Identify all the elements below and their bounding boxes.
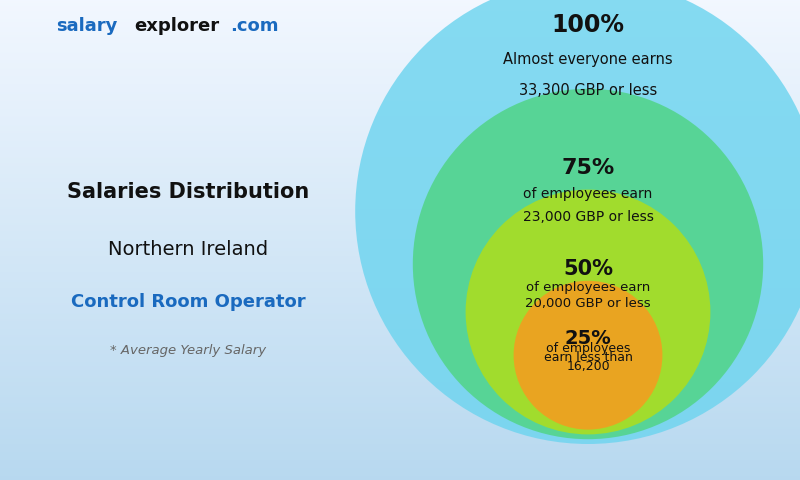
Text: 16,200: 16,200 xyxy=(566,360,610,373)
Text: 33,300 GBP or less: 33,300 GBP or less xyxy=(519,83,657,97)
Text: Northern Ireland: Northern Ireland xyxy=(108,240,268,259)
Circle shape xyxy=(413,89,763,439)
Text: .com: .com xyxy=(230,17,279,36)
Text: 23,000 GBP or less: 23,000 GBP or less xyxy=(522,210,654,224)
Text: 20,000 GBP or less: 20,000 GBP or less xyxy=(525,297,651,310)
Text: 50%: 50% xyxy=(563,259,613,279)
Text: of employees: of employees xyxy=(546,342,630,355)
Circle shape xyxy=(355,0,800,444)
Text: * Average Yearly Salary: * Average Yearly Salary xyxy=(110,344,266,357)
Text: explorer: explorer xyxy=(134,17,219,36)
Circle shape xyxy=(514,281,662,430)
Text: 75%: 75% xyxy=(562,157,614,178)
Text: Almost everyone earns: Almost everyone earns xyxy=(503,52,673,67)
Text: 100%: 100% xyxy=(551,13,625,37)
Text: of employees earn: of employees earn xyxy=(523,187,653,201)
Circle shape xyxy=(466,190,710,434)
Text: 25%: 25% xyxy=(565,329,611,348)
Text: Control Room Operator: Control Room Operator xyxy=(70,293,306,312)
Text: salary: salary xyxy=(56,17,118,36)
Text: of employees earn: of employees earn xyxy=(526,281,650,294)
Text: earn less than: earn less than xyxy=(543,351,633,364)
Text: Salaries Distribution: Salaries Distribution xyxy=(67,182,309,202)
